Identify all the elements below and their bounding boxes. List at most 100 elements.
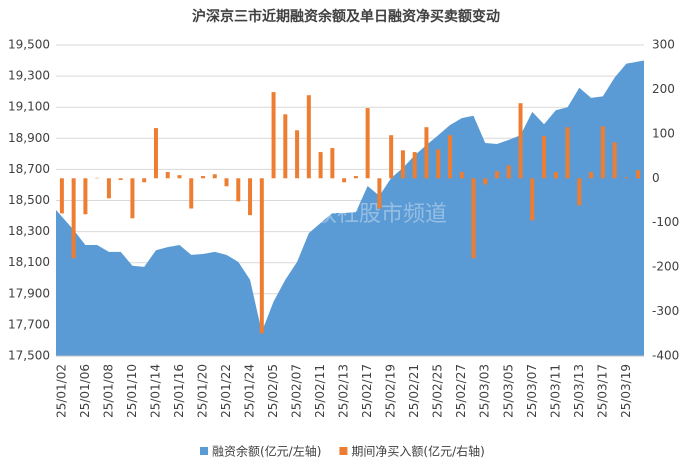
bar [365, 108, 370, 179]
bar [130, 178, 135, 219]
bar [553, 172, 558, 179]
x-tick-label: 25/02/25 [431, 364, 445, 418]
x-tick-label: 25/02/17 [360, 364, 374, 418]
bar [483, 178, 488, 185]
bar [447, 135, 452, 179]
x-tick-label: 25/02/19 [384, 364, 398, 418]
bar [259, 178, 264, 334]
x-tick-label: 25/01/20 [196, 364, 210, 418]
y2-tick-label: 0 [652, 171, 660, 185]
x-tick-label: 25/01/08 [101, 364, 115, 418]
legend-label: 期间净买入额(亿元/右轴) [351, 444, 484, 459]
bar [506, 165, 511, 179]
bar [342, 178, 347, 183]
y-tick-label: 18,100 [8, 255, 50, 269]
y-tick-label: 18,900 [8, 131, 50, 145]
y-tick-label: 19,300 [8, 69, 50, 83]
x-tick-label: 25/02/11 [313, 364, 327, 418]
bar [353, 176, 358, 179]
bar [459, 172, 464, 179]
watermark: 财联社股市频道 [293, 202, 447, 227]
bar [600, 126, 605, 179]
y2-tick-label: -300 [652, 304, 679, 318]
x-tick-label: 25/03/11 [548, 364, 562, 418]
bar [495, 171, 499, 179]
x-tick-label: 25/03/07 [525, 364, 539, 418]
x-tick-label: 25/02/21 [407, 364, 421, 418]
bar [471, 178, 476, 259]
bar [542, 136, 547, 179]
y2-tick-label: 200 [652, 82, 675, 96]
y2-tick-label: 300 [652, 38, 675, 52]
x-tick-label: 25/03/03 [478, 364, 492, 418]
x-tick-label: 25/01/24 [243, 364, 257, 418]
bar [577, 178, 582, 206]
bar [318, 152, 323, 179]
bar [624, 177, 629, 179]
bar [177, 175, 182, 179]
bar [400, 150, 405, 179]
x-tick-label: 25/01/16 [172, 364, 186, 418]
bar [283, 114, 288, 179]
bar [59, 178, 64, 214]
y-tick-label: 19,100 [8, 100, 50, 114]
bar [212, 174, 217, 179]
bar [83, 178, 88, 215]
legend-swatch [200, 447, 208, 455]
bar [236, 178, 241, 202]
y-tick-label: 18,500 [8, 193, 50, 207]
bar [153, 128, 158, 179]
bar [165, 172, 170, 179]
bar [530, 178, 535, 221]
bar [201, 176, 205, 179]
bar [306, 95, 311, 179]
y-tick-label: 18,300 [8, 224, 50, 238]
y2-tick-label: -200 [652, 260, 679, 274]
x-tick-label: 25/03/13 [572, 364, 586, 418]
x-tick-label: 25/01/10 [125, 364, 139, 418]
x-tick-label: 25/02/05 [266, 364, 280, 418]
y2-tick-label: 100 [652, 126, 675, 140]
bar [636, 170, 641, 179]
chart-title: 沪深京三市近期融资余额及单日融资净买卖额变动 [192, 8, 500, 25]
x-tick-label: 25/02/13 [337, 364, 351, 418]
y-tick-label: 18,700 [8, 162, 50, 176]
bar [189, 178, 194, 209]
x-tick-label: 25/01/06 [78, 364, 92, 418]
bar [389, 135, 394, 179]
y-tick-label: 17,900 [8, 286, 50, 300]
x-tick-label: 25/01/22 [219, 364, 233, 418]
x-tick-label: 25/03/05 [501, 364, 515, 418]
x-tick-label: 25/02/07 [290, 364, 304, 418]
y2-tick-label: -400 [652, 349, 679, 363]
bar [71, 178, 76, 259]
bar [518, 103, 523, 179]
bar [424, 127, 429, 179]
y-tick-label: 17,500 [8, 349, 50, 363]
x-tick-label: 25/01/14 [148, 364, 162, 418]
x-tick-label: 25/02/27 [454, 364, 468, 418]
bar [377, 178, 382, 209]
legend-label: 融资余额(亿元/左轴) [212, 444, 321, 459]
bar [271, 92, 276, 179]
bar [412, 152, 417, 179]
bar [565, 127, 570, 179]
area [56, 60, 644, 357]
y-tick-label: 17,700 [8, 317, 50, 331]
bar [589, 172, 594, 179]
bar [295, 130, 300, 179]
legend-swatch [339, 447, 348, 455]
bar [330, 148, 335, 179]
y2-tick-label: -100 [652, 215, 679, 229]
x-tick-label: 25/03/17 [595, 364, 609, 418]
y-tick-label: 19,500 [8, 38, 50, 52]
bar [248, 178, 253, 216]
bar [142, 178, 147, 183]
bar [224, 178, 229, 187]
bar [106, 178, 111, 199]
bar [612, 142, 617, 179]
bar [118, 178, 123, 181]
bar [436, 149, 441, 179]
